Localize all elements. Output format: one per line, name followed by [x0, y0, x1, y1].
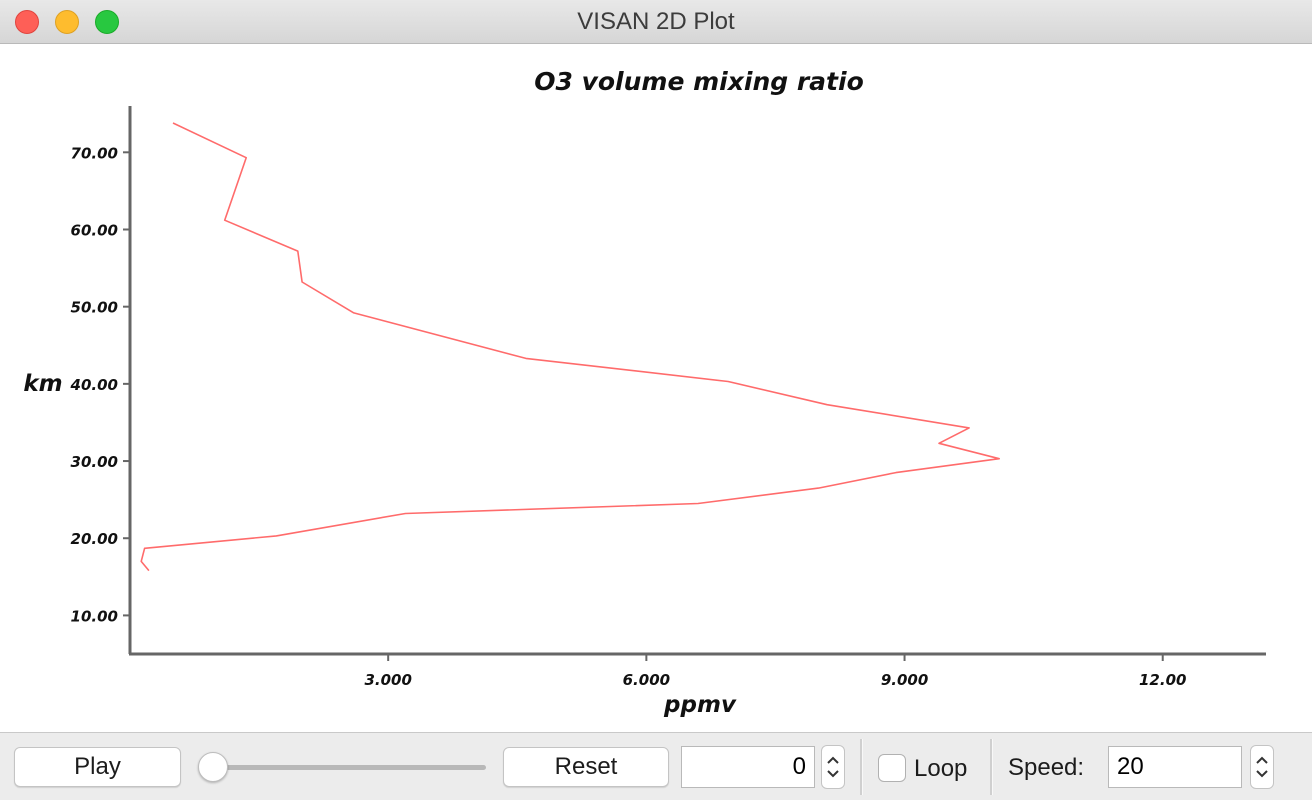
y-tick-label: 60.00 [71, 221, 118, 239]
x-tick-label: 6.000 [623, 671, 670, 689]
frame-index-field[interactable]: 0 [681, 746, 815, 788]
y-tick-label: 20.00 [71, 530, 118, 548]
x-tick-label: 9.000 [881, 671, 928, 689]
y-tick-label: 70.00 [71, 144, 118, 162]
stepper-arrows-icon [827, 756, 839, 778]
animation-controls: Play Reset 0 Loop Speed: 20 [0, 732, 1312, 800]
frame-index-stepper[interactable] [821, 745, 845, 789]
x-axis-label: ppmv [663, 692, 737, 718]
frame-slider-knob[interactable] [198, 752, 228, 782]
close-window-button[interactable] [15, 10, 39, 34]
zoom-window-button[interactable] [95, 10, 119, 34]
separator [860, 739, 863, 795]
reset-button[interactable]: Reset [503, 747, 669, 787]
o3-profile-line [140, 122, 1001, 572]
loop-checkbox[interactable] [878, 754, 906, 782]
chart-title: O3 volume mixing ratio [534, 67, 864, 96]
speed-field[interactable]: 20 [1108, 746, 1242, 788]
speed-stepper[interactable] [1250, 745, 1274, 789]
y-axis-label: km [23, 371, 62, 397]
speed-label: Speed: [1008, 754, 1085, 781]
separator [990, 739, 993, 795]
x-tick-label: 3.000 [364, 671, 411, 689]
title-bar: VISAN 2D Plot [0, 0, 1312, 44]
y-tick-label: 30.00 [71, 453, 118, 471]
y-tick-label: 40.00 [70, 376, 118, 394]
loop-label[interactable]: Loop [914, 755, 968, 782]
y-tick-label: 50.00 [71, 299, 118, 317]
frame-slider-track[interactable] [214, 765, 486, 770]
stepper-arrows-icon [1256, 756, 1268, 778]
x-tick-label: 12.00 [1139, 671, 1186, 689]
y-tick-label: 10.00 [71, 607, 118, 625]
play-button[interactable]: Play [14, 747, 181, 787]
window-title: VISAN 2D Plot [577, 8, 735, 35]
o3-profile-chart: O3 volume mixing ratio ppmv km 3.000 6.00… [23, 67, 1266, 718]
minimize-window-button[interactable] [55, 10, 79, 34]
plot-area: O3 volume mixing ratio ppmv km 3.000 6.00… [0, 44, 1312, 732]
